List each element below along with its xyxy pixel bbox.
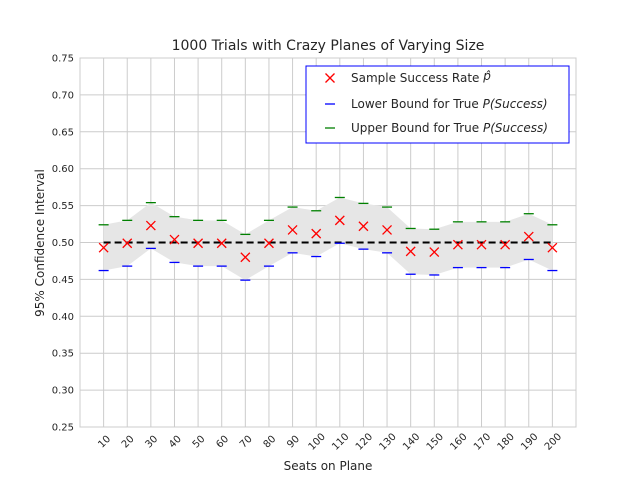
legend-label-sample: Sample Success Rate p̂ [351, 69, 491, 85]
sample-rate-marker [547, 242, 558, 253]
sample-rate-marker [169, 234, 180, 245]
x-stroke [325, 73, 335, 83]
x-stroke [334, 215, 345, 226]
legend-math-upper: P(Success) [483, 121, 548, 135]
y-axis-label: 95% Confidence Interval [33, 169, 47, 317]
sample-rate-marker [263, 238, 274, 249]
confidence-band-area [103, 197, 553, 281]
legend-math-lower: P(Success) [483, 97, 548, 111]
legend-text-sample: Sample Success Rate [351, 71, 483, 85]
legend-text-lower: Lower Bound for True [351, 97, 483, 111]
y-tick-label: 0.65 [52, 127, 74, 138]
chart-title: 1000 Trials with Crazy Planes of Varying… [172, 38, 485, 54]
y-tick-label: 0.45 [52, 275, 74, 286]
sample-rate-marker [287, 224, 298, 235]
x-stroke [145, 220, 156, 231]
x-stroke [523, 231, 534, 242]
x-stroke [429, 247, 440, 258]
sample-rate-marker [405, 246, 416, 257]
x-stroke [358, 221, 369, 232]
x-stroke [382, 224, 393, 235]
sample-rate-marker [193, 238, 204, 249]
x-stroke [169, 234, 180, 245]
sample-rate-marker [382, 224, 393, 235]
x-stroke [547, 242, 558, 253]
y-tick-label: 0.25 [52, 423, 74, 434]
x-stroke [98, 242, 109, 253]
sample-rate-marker [476, 239, 487, 250]
sample-rate-marker [334, 215, 345, 226]
sample-rate-marker [523, 231, 534, 242]
y-tick-labels: 0.25 0.30 0.35 0.40 0.45 0.50 0.55 0.60 0.65 0.70… [52, 54, 74, 434]
sample-rate-marker [500, 239, 511, 250]
sample-rate-marker [452, 239, 463, 250]
legend-label-lower: Lower Bound for True P(Success) [351, 97, 548, 111]
x-stroke [122, 238, 133, 249]
x-stroke [405, 246, 416, 257]
x-stroke [193, 238, 204, 249]
y-tick-label: 0.40 [52, 312, 74, 323]
legend-item-lower: Lower Bound for True P(Success) [325, 97, 548, 111]
x-stroke [311, 228, 322, 239]
data-marks [98, 196, 558, 281]
sample-rate-marker [122, 238, 133, 249]
legend-box [305, 65, 570, 144]
legend-label-upper: Upper Bound for True P(Success) [351, 121, 548, 135]
y-tick-label: 0.50 [52, 238, 74, 249]
x-stroke [240, 252, 251, 263]
legend-item-sample: Sample Success Rate p̂ [325, 69, 491, 85]
x-stroke [216, 238, 227, 249]
legend-x-marker-icon [325, 73, 335, 83]
x-stroke [476, 239, 487, 250]
x-stroke [287, 224, 298, 235]
y-tick-label: 0.75 [52, 54, 74, 65]
sample-rate-marker [311, 228, 322, 239]
legend-math-sample: p̂ [482, 69, 491, 83]
sample-rate-marker [240, 252, 251, 263]
sample-rate-marker [98, 242, 109, 253]
legend-text-upper: Upper Bound for True [351, 121, 483, 135]
sample-rate-marker [429, 247, 440, 258]
y-tick-label: 0.55 [52, 201, 74, 212]
x-stroke [452, 239, 463, 250]
x-stroke [263, 238, 274, 249]
x-axis-label: Seats on Plane [284, 459, 373, 473]
y-tick-label: 0.60 [52, 164, 74, 175]
legend-item-upper: Upper Bound for True P(Success) [325, 121, 548, 135]
y-tick-label: 0.70 [52, 90, 74, 101]
y-tick-label: 0.30 [52, 386, 74, 397]
plot-frame [79, 57, 577, 428]
sample-rate-marker [145, 220, 156, 231]
sample-rate-marker [216, 238, 227, 249]
legend: Sample Success Rate p̂ Lower Bound for T… [305, 65, 570, 144]
confidence-band [103, 197, 553, 281]
legend-sample-marker [325, 73, 335, 83]
x-stroke [500, 239, 511, 250]
y-tick-label: 0.35 [52, 349, 74, 360]
sample-rate-marker [358, 221, 369, 232]
